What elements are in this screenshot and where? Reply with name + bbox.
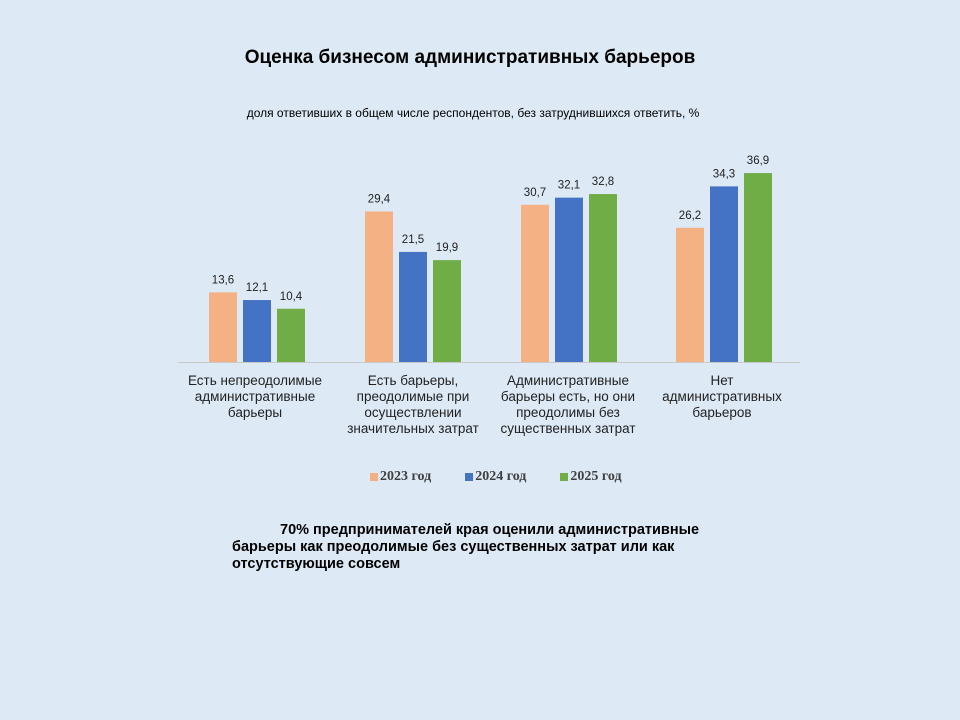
data-label: 29,4 xyxy=(368,193,391,205)
data-label: 26,2 xyxy=(679,210,701,222)
bar xyxy=(555,197,583,362)
data-label: 30,7 xyxy=(524,187,546,199)
category-label: Есть барьеры, преодолимые при осуществле… xyxy=(347,373,479,436)
data-label: 10,4 xyxy=(280,291,303,303)
summary-note: 70% предпринимателей края оценили админи… xyxy=(232,522,700,572)
legend-label: 2024 год xyxy=(475,469,527,484)
chart-subtitle: доля ответивших в общем числе респондент… xyxy=(246,106,700,120)
data-label: 13,6 xyxy=(212,274,234,286)
bar xyxy=(365,211,393,362)
data-label: 32,1 xyxy=(558,180,580,192)
bar xyxy=(209,292,237,362)
legend-label: 2023 год xyxy=(380,469,432,484)
data-label: 32,8 xyxy=(592,176,614,188)
bar xyxy=(521,204,549,362)
legend: 2023 год 2024 год 2025 год xyxy=(370,469,622,485)
bar xyxy=(399,251,427,362)
legend-swatch xyxy=(370,473,378,481)
data-label: 21,5 xyxy=(402,234,424,246)
chart-title: Оценка бизнесом административных барьеро… xyxy=(244,47,696,68)
data-label: 36,9 xyxy=(747,155,769,167)
bar xyxy=(676,227,704,362)
bar xyxy=(744,173,772,362)
data-label: 34,3 xyxy=(713,168,735,180)
category-label: Административные барьеры есть, но они пр… xyxy=(500,373,636,436)
data-label: 12,1 xyxy=(246,282,268,294)
legend-swatch xyxy=(465,473,474,481)
legend-label: 2025 год xyxy=(570,469,622,484)
bar xyxy=(433,260,461,362)
category-label: Есть непреодолимые административные барь… xyxy=(187,373,323,420)
legend-item: 2024 год xyxy=(465,469,526,485)
data-label: 19,9 xyxy=(436,242,458,254)
bar xyxy=(589,194,617,362)
legend-swatch xyxy=(560,473,569,481)
bar xyxy=(710,186,738,362)
category-label: Нет административных барьеров xyxy=(662,373,782,420)
bar xyxy=(277,308,305,362)
legend-item: 2025 год xyxy=(560,469,622,485)
bar xyxy=(243,300,271,362)
legend-item: 2023 год xyxy=(370,469,431,485)
